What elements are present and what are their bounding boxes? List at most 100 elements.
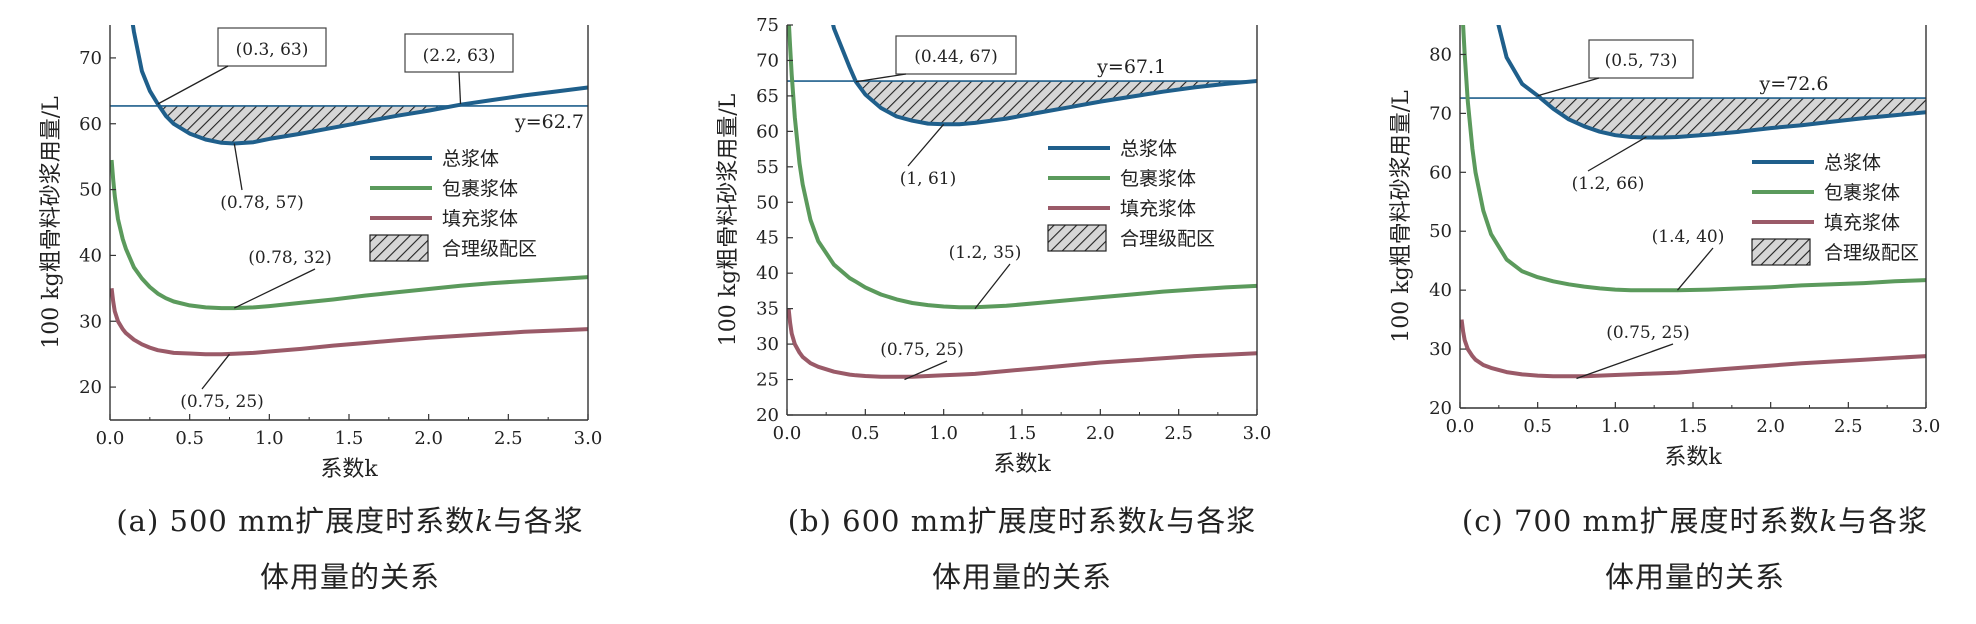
y-tick-label: 80 <box>1429 44 1452 65</box>
y-tick-label: 45 <box>756 228 779 249</box>
x-tick-label: 3.0 <box>1912 416 1941 437</box>
x-tick-label: 0.0 <box>1446 416 1475 437</box>
y-tick-label: 30 <box>1429 339 1452 360</box>
chart-panel-1: 0.0 0.5 1.0 1.5 2.0 2.5 3.0 20 30 40 50 60 70 系数k 100 … <box>39 25 602 594</box>
y-tick-label: 40 <box>79 245 102 266</box>
annotation-leader <box>1537 77 1600 97</box>
y-tick-label: 20 <box>1429 398 1452 419</box>
x-tick-label: 1.5 <box>1679 416 1708 437</box>
y-tick-label: 25 <box>756 370 779 391</box>
y-tick-label: 35 <box>756 299 779 320</box>
x-tick-label: 1.0 <box>255 428 284 449</box>
x-axis-label: 系数k <box>993 452 1051 477</box>
y-tick-label: 55 <box>756 157 779 178</box>
legend-label: 总浆体 <box>442 148 499 170</box>
caption-line: (b) 600 mm扩展度时系数𝑘与各浆 <box>788 504 1257 538</box>
y-tick-label: 50 <box>79 180 102 201</box>
legend-label: 合理级配区 <box>1120 228 1215 250</box>
x-tick-label: 1.0 <box>929 423 958 444</box>
legend-label: 包裹浆体 <box>1824 182 1900 204</box>
annotation-label: (1.2, 66) <box>1572 174 1645 194</box>
caption-line: 体用量的关系 <box>260 560 440 594</box>
annotation-leader <box>1587 136 1647 172</box>
annotation-label: (1.2, 35) <box>949 243 1022 263</box>
x-tick-label: 3.0 <box>1243 423 1272 444</box>
legend-label: 包裹浆体 <box>1120 168 1196 190</box>
x-tick-label: 2.0 <box>1086 423 1115 444</box>
annotation-leader <box>904 360 948 381</box>
annotation-leader <box>201 353 231 390</box>
shaded-region <box>157 104 461 144</box>
x-tick-label: 2.0 <box>414 428 443 449</box>
y-tick-label: 30 <box>756 334 779 355</box>
x-tick-label: 0.0 <box>96 428 125 449</box>
x-tick-label: 0.5 <box>175 428 204 449</box>
x-tick-label: 2.5 <box>1164 423 1193 444</box>
y-tick-label: 70 <box>1429 103 1452 124</box>
x-axis-label: 系数k <box>320 457 378 482</box>
annotation-label: (0.75, 25) <box>180 392 264 412</box>
annotation-box <box>404 33 514 73</box>
y-tick-label: 50 <box>1429 221 1452 242</box>
annotation-leader <box>157 65 229 105</box>
y-tick-label: 70 <box>79 48 102 69</box>
annotation-label: (1.4, 40) <box>1652 227 1725 247</box>
annotation-label: (0.75, 25) <box>1606 323 1690 343</box>
annotation-label: (0.75, 25) <box>880 340 964 360</box>
annotation-leader <box>974 263 1011 310</box>
x-axis-label: 系数k <box>1664 445 1722 470</box>
y-tick-label: 20 <box>756 405 779 426</box>
x-tick-label: 2.5 <box>1834 416 1863 437</box>
x-tick-label: 0.5 <box>1523 416 1552 437</box>
reference-line-label: y=72.6 <box>1758 73 1828 95</box>
legend-swatch <box>1751 238 1811 266</box>
annotation-leader <box>458 71 462 105</box>
caption-line: 体用量的关系 <box>932 560 1112 594</box>
y-tick-label: 60 <box>1429 162 1452 183</box>
y-tick-label: 75 <box>756 15 779 36</box>
shaded-region <box>1537 95 1926 138</box>
series-wrap-paste <box>787 25 1257 310</box>
legend-label: 包裹浆体 <box>442 178 518 200</box>
series-total-paste <box>130 25 588 146</box>
series-wrap-paste <box>110 159 588 311</box>
y-axis-label: 100 kg粗骨料砂浆用量/L <box>39 96 64 349</box>
annotation-leader <box>233 143 243 191</box>
chart-panel-3: 0.0 0.5 1.0 1.5 2.0 2.5 3.0 20 30 40 50 60 70 80 系数k 10… <box>1389 25 1941 594</box>
y-tick-label: 30 <box>79 311 102 332</box>
plot-area <box>1460 25 1926 379</box>
annotation-label: (0.5, 73) <box>1605 51 1678 71</box>
legend-swatch <box>1047 224 1107 252</box>
chart-panel-2: 0.0 0.5 1.0 1.5 2.0 2.5 3.0 20 25 30 35 40 45 50 55 60 6… <box>716 15 1272 594</box>
caption-line: 体用量的关系 <box>1605 560 1785 594</box>
annotation-label: (1, 61) <box>900 169 957 189</box>
annotation-leader <box>1676 247 1714 291</box>
annotation-box <box>1588 39 1694 79</box>
x-tick-label: 1.0 <box>1601 416 1630 437</box>
x-tick-label: 1.5 <box>1008 423 1037 444</box>
x-tick-label: 2.0 <box>1756 416 1785 437</box>
caption-line: (c) 700 mm扩展度时系数𝑘与各浆 <box>1462 504 1928 538</box>
y-axis-label: 100 kg粗骨料砂浆用量/L <box>716 93 741 346</box>
annotation-box <box>217 27 327 67</box>
y-tick-label: 70 <box>756 50 779 71</box>
y-tick-label: 65 <box>756 86 779 107</box>
reference-line-label: y=67.1 <box>1096 56 1166 78</box>
y-tick-label: 20 <box>79 377 102 398</box>
annotation-box <box>895 35 1017 75</box>
plot-area <box>110 25 588 357</box>
reference-line-label: y=62.7 <box>514 111 584 133</box>
y-tick-label: 40 <box>756 263 779 284</box>
series-fill-paste <box>1460 319 1926 379</box>
y-axis-label: 100 kg粗骨料砂浆用量/L <box>1389 90 1414 343</box>
y-tick-label: 60 <box>756 121 779 142</box>
series-total-paste <box>1496 25 1926 140</box>
series-wrap-paste <box>1461 25 1926 293</box>
y-tick-label: 50 <box>756 192 779 213</box>
annotation-label: (0.3, 63) <box>236 40 309 60</box>
annotation-label: (2.2, 63) <box>423 46 496 66</box>
